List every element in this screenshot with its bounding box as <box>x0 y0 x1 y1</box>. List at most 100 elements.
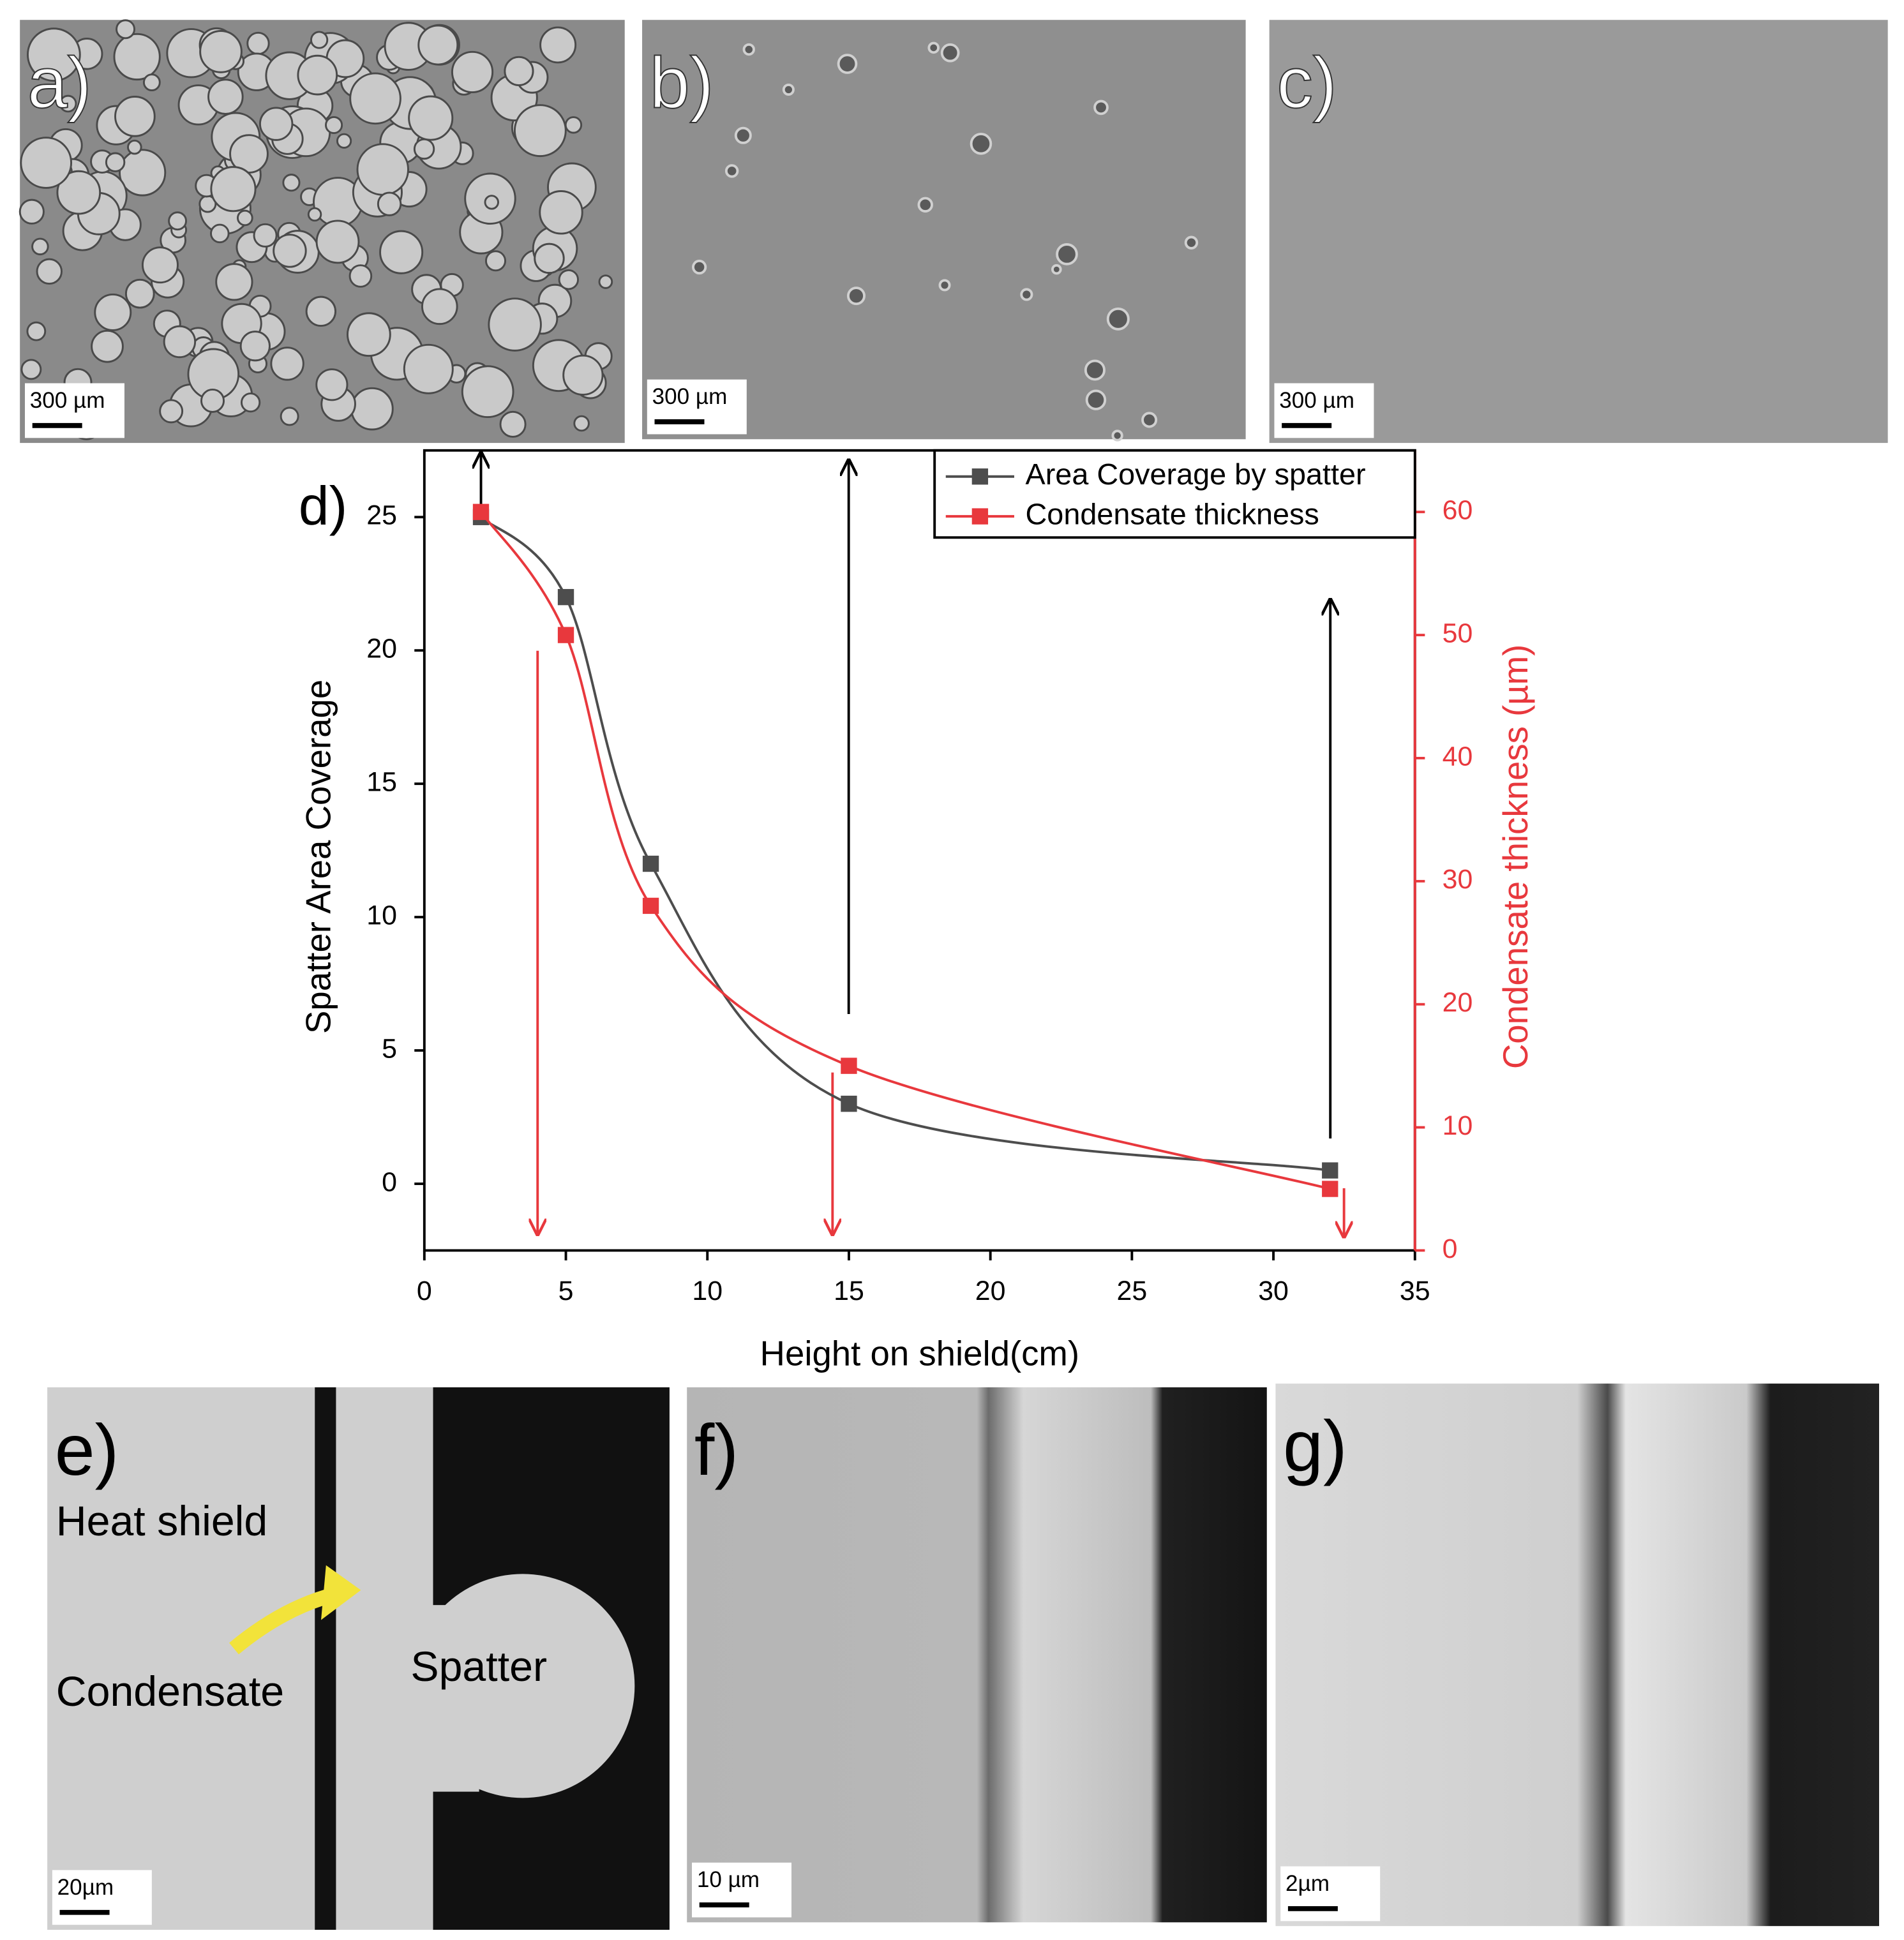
annotation: Heat shield <box>56 1498 268 1545</box>
x-tick-label: 5 <box>558 1276 574 1306</box>
data-point <box>841 1057 857 1074</box>
particle <box>168 211 188 231</box>
particle <box>315 220 360 264</box>
scale-bar: 2µm <box>1280 1866 1381 1921</box>
data-point <box>642 855 659 872</box>
pit <box>938 279 951 292</box>
particle <box>484 250 507 272</box>
pit <box>837 54 858 74</box>
particle <box>26 321 47 341</box>
data-point <box>1322 1162 1338 1179</box>
legend-box <box>933 449 1416 539</box>
image-area <box>1275 1384 1880 1927</box>
particle <box>280 407 299 426</box>
pit <box>782 83 795 96</box>
particle <box>114 96 156 137</box>
scale-bar: 10 µm <box>692 1862 791 1918</box>
particle <box>237 209 253 227</box>
particle <box>20 359 42 380</box>
scale-box <box>692 1862 791 1918</box>
particle <box>20 137 73 189</box>
scale-box <box>1274 383 1374 438</box>
spatter-flat <box>392 1605 479 1792</box>
particle <box>31 237 49 256</box>
particle <box>124 278 155 309</box>
particle <box>504 56 534 87</box>
particle <box>377 191 402 216</box>
y-tick-label: 10 <box>366 900 397 930</box>
pit <box>917 197 933 213</box>
data-point <box>557 627 574 643</box>
scale-box <box>1280 1866 1381 1921</box>
particle <box>534 243 565 274</box>
micrograph: b) 300 µm <box>642 20 1246 442</box>
scale-bar: 300 µm <box>24 383 124 438</box>
particle <box>349 264 373 288</box>
scale-box <box>52 1870 152 1925</box>
pit <box>1085 389 1107 410</box>
particle <box>356 143 409 196</box>
pit <box>940 43 960 63</box>
particle <box>499 410 527 438</box>
panel-label: g) <box>1283 1406 1347 1486</box>
particle <box>270 347 304 381</box>
particle <box>273 234 307 268</box>
panel-label: b) <box>650 42 714 123</box>
condensate <box>315 1387 336 1930</box>
panel-label: e) <box>55 1410 119 1490</box>
pit <box>692 259 707 275</box>
particle <box>403 343 454 394</box>
pit <box>1084 359 1106 381</box>
particle <box>421 288 458 325</box>
pit <box>1184 235 1199 250</box>
y-tick-label: 5 <box>382 1033 397 1064</box>
y2-tick-label: 0 <box>1443 1234 1458 1264</box>
particle <box>451 50 494 94</box>
panel-label: f) <box>694 1410 738 1490</box>
data-point <box>1322 1181 1338 1197</box>
particle <box>539 190 583 235</box>
scale-label: 300 µm <box>1279 388 1354 413</box>
particle <box>119 149 167 197</box>
scale-label: 300 µm <box>30 388 105 413</box>
y-tick-label: 15 <box>366 766 397 797</box>
data-point <box>557 588 574 606</box>
particle <box>127 139 142 155</box>
particle <box>239 331 271 362</box>
particle <box>210 166 257 213</box>
particle <box>163 325 197 359</box>
particle <box>336 133 352 149</box>
micrograph: g) 2µm <box>1275 1384 1880 1927</box>
scale-box <box>647 379 747 435</box>
x-axis-label: Height on shield(cm) <box>760 1334 1080 1373</box>
particle <box>325 116 343 135</box>
particle <box>199 30 243 73</box>
fit-curve <box>479 511 1331 1190</box>
pit <box>1111 429 1123 442</box>
legend-marker <box>971 468 989 485</box>
x-tick-label: 25 <box>1117 1276 1148 1306</box>
micrographs: a) 300 µm b) 300 µm c) 300 µm e) 20µm Heat shiel… <box>19 19 1888 1930</box>
scale-bar: 300 µm <box>1274 383 1374 438</box>
pit <box>927 41 940 54</box>
particle <box>215 263 253 301</box>
particle <box>417 24 459 66</box>
particle <box>488 297 542 352</box>
legend-marker <box>971 508 989 525</box>
scale-bar: 300 µm <box>647 379 747 435</box>
particle <box>59 94 77 113</box>
particle <box>484 195 499 210</box>
x-tick-label: 15 <box>834 1276 864 1306</box>
micrograph: a) 300 µm <box>19 19 625 444</box>
particle <box>259 107 294 141</box>
pit <box>1141 412 1158 428</box>
particle <box>573 415 590 432</box>
x-tick-label: 30 <box>1258 1276 1289 1306</box>
pit <box>1020 288 1033 301</box>
particle <box>246 31 270 56</box>
image-area <box>642 20 1246 440</box>
scale-bar: 20µm <box>52 1870 152 1925</box>
x-tick-label: 20 <box>975 1276 1006 1306</box>
legend: Area Coverage by spatter Condensate thick… <box>933 449 1416 539</box>
